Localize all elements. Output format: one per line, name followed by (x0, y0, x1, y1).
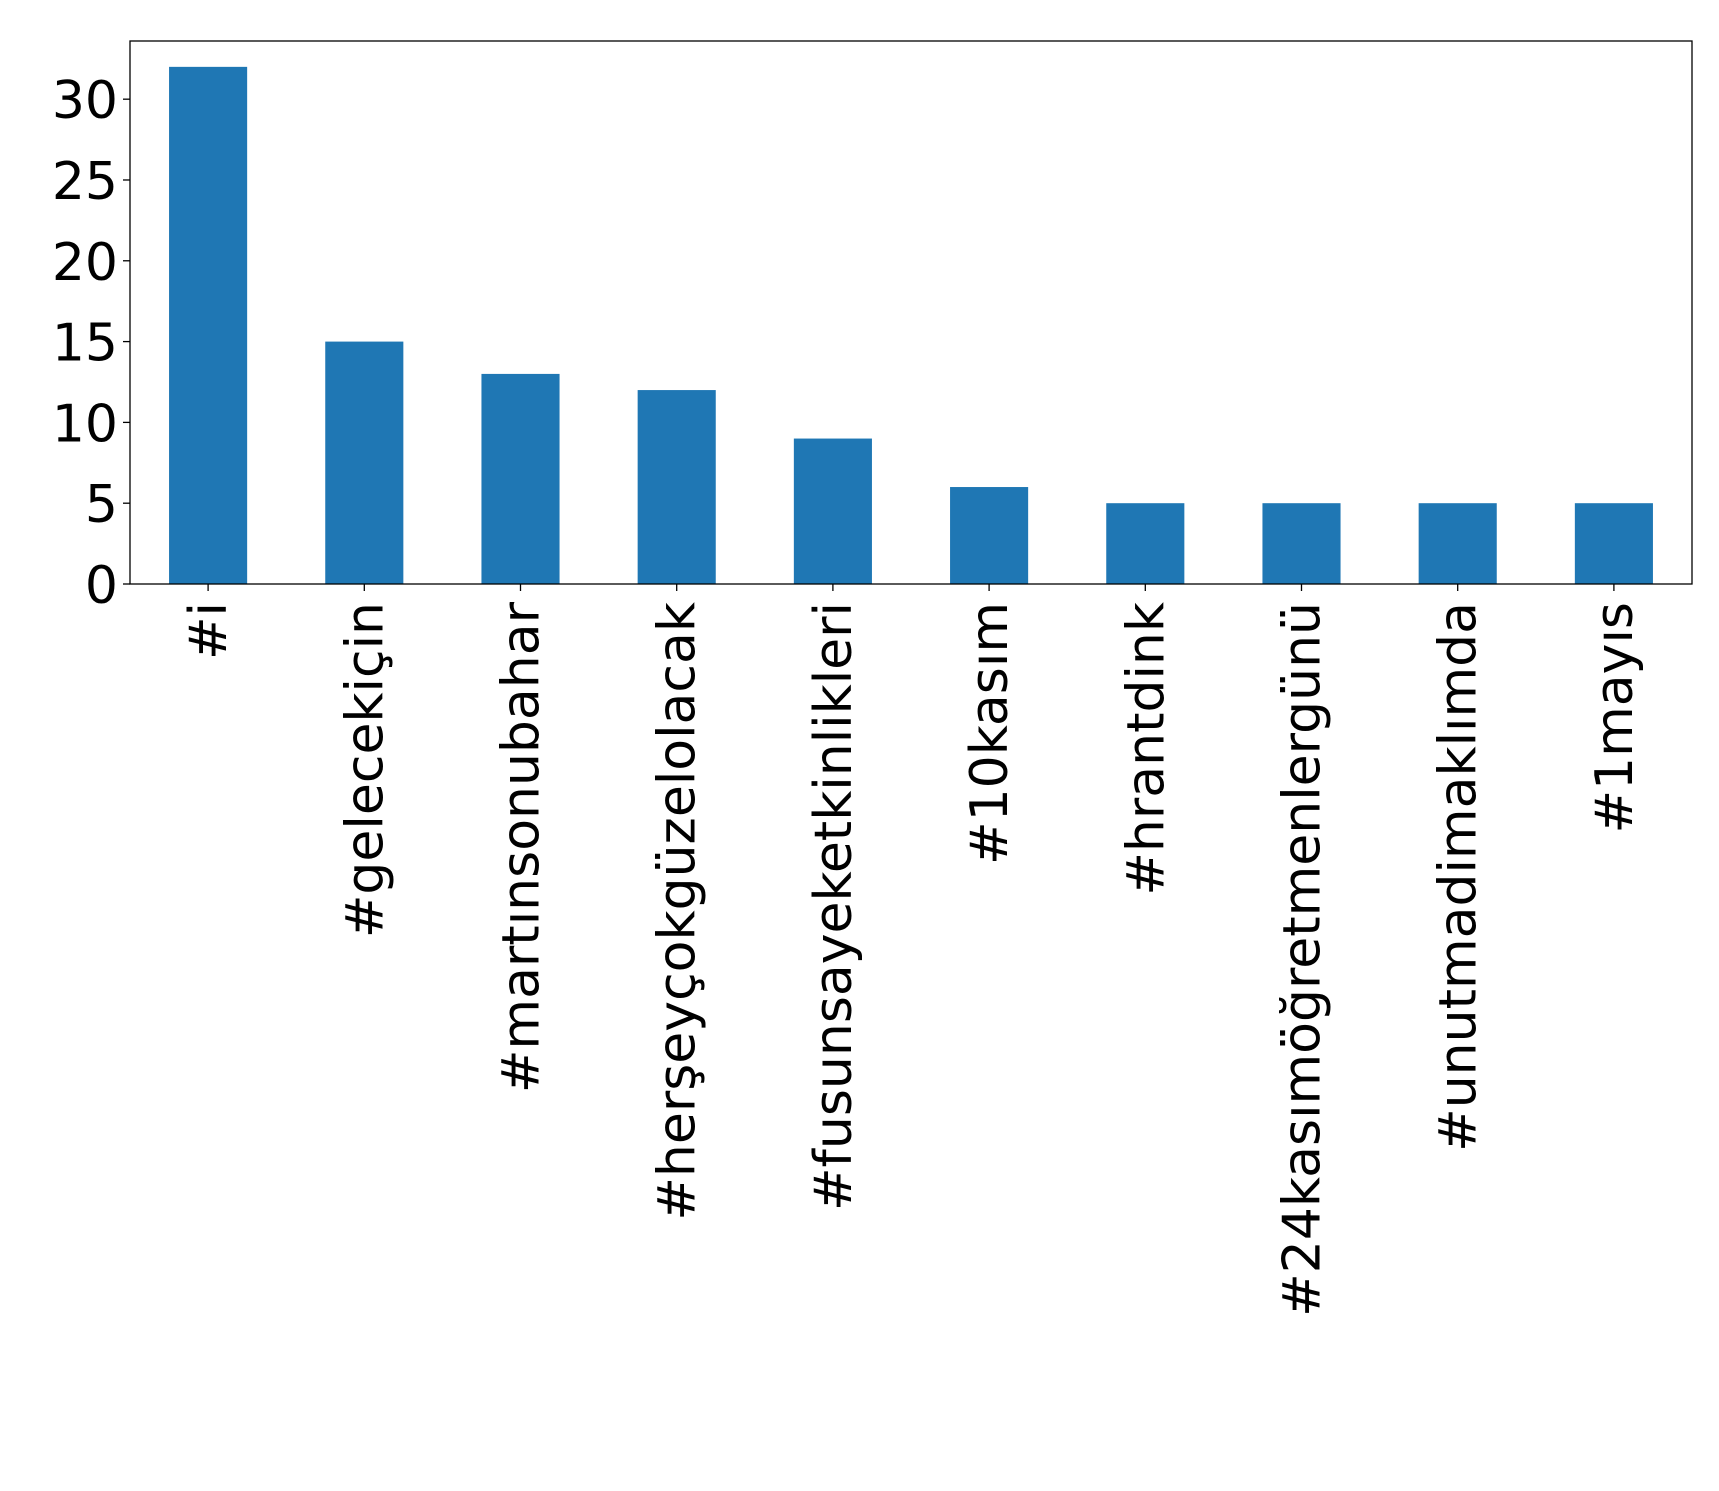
bar-9 (1574, 503, 1653, 584)
x-axis: #i #gelecekiçin #martınsonubahar #herşeyçok… (179, 584, 1645, 1317)
y-tick-label: 20 (52, 233, 118, 293)
y-tick-label: 25 (52, 152, 118, 212)
bar-0 (169, 66, 248, 585)
y-axis: 0 5 10 15 20 25 30 (52, 71, 130, 616)
x-tick-label: #hrantdink (1116, 602, 1176, 896)
bar-1 (325, 341, 404, 584)
x-tick-label: #unutmadimaklımda (1429, 602, 1489, 1152)
x-tick-label: #gelecekiçin (335, 602, 395, 938)
plot-frame (129, 40, 1693, 585)
x-tick-label: #10kasım (960, 602, 1020, 865)
y-tick-label: 10 (52, 394, 118, 454)
y-tick-label: 5 (85, 475, 118, 535)
x-tick-label: #i (179, 602, 239, 660)
x-tick-label: #herşeyçokgüzelolacak (648, 602, 708, 1221)
bar-6 (1106, 503, 1185, 584)
bar-3 (637, 390, 716, 584)
bar-4 (793, 438, 872, 584)
bar-7 (1262, 503, 1341, 584)
x-tick-label: #fusunsayeketkinlikleri (804, 602, 864, 1211)
x-tick-label: #1mayıs (1585, 602, 1645, 834)
bar-2 (481, 373, 560, 584)
y-tick-label: 0 (85, 556, 118, 616)
bar-5 (950, 487, 1029, 584)
x-tick-label: #24kasımöğretmenlergünü (1273, 602, 1333, 1317)
x-tick-label: #martınsonubahar (492, 601, 552, 1093)
bar-8 (1418, 503, 1497, 584)
y-tick-label: 15 (52, 314, 118, 374)
y-tick-label: 30 (52, 71, 118, 131)
bars-layer (169, 66, 1653, 585)
